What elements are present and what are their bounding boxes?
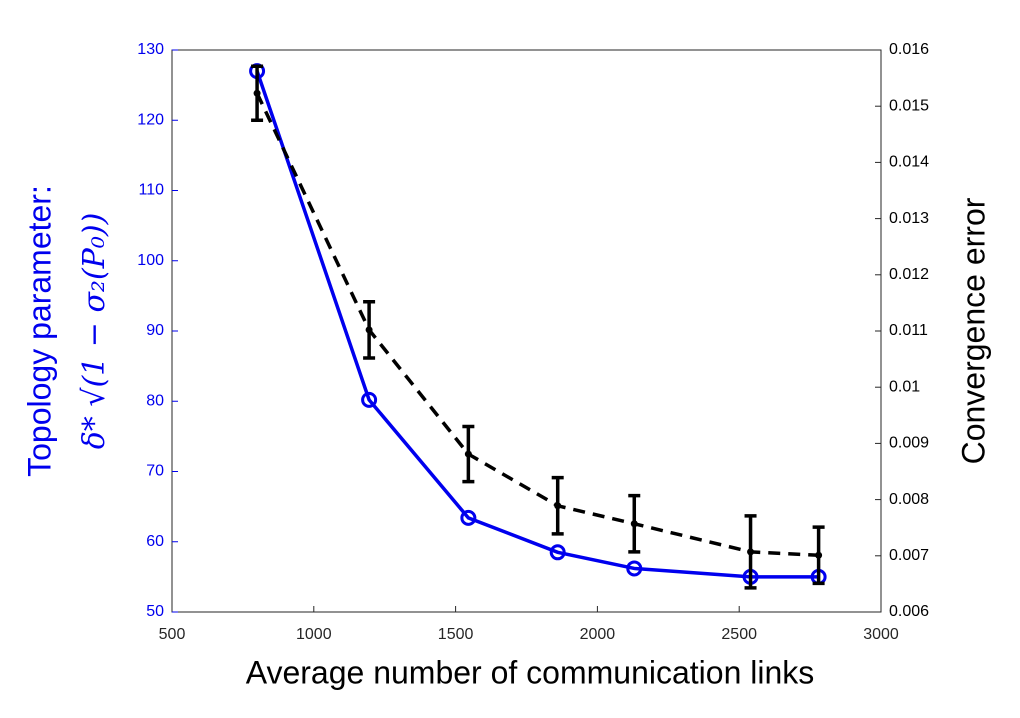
y-tick-label: 110 — [138, 182, 164, 199]
x-tick-label: 3000 — [863, 626, 899, 643]
y2-tick-label: 0.008 — [889, 491, 929, 508]
y2-tick-label: 0.015 — [889, 97, 929, 114]
y2-tick-label: 0.009 — [889, 435, 929, 452]
y-axis-formula: δ* √(1 − σ₂(P₀)) — [77, 213, 112, 450]
y2-tick-label: 0.006 — [889, 603, 929, 620]
y-tick-label: 70 — [146, 463, 164, 480]
point — [365, 326, 373, 334]
y2-tick-label: 0.011 — [889, 322, 928, 339]
point — [626, 560, 643, 577]
point — [253, 89, 261, 97]
x-tick-label: 1500 — [438, 626, 474, 643]
y-tick-label: 130 — [137, 41, 164, 58]
y-tick-label: 100 — [137, 252, 164, 269]
y-tick-label: 120 — [137, 111, 164, 128]
x-tick-label: 2500 — [721, 626, 757, 643]
point — [747, 548, 755, 556]
y-tick-label: 50 — [146, 603, 164, 620]
y2-tick-label: 0.016 — [889, 41, 929, 58]
x-tick-label: 500 — [159, 626, 186, 643]
point — [815, 551, 823, 559]
point — [554, 502, 562, 510]
x-tick-label: 1000 — [296, 626, 332, 643]
y2-axis-label: Convergence error — [955, 197, 991, 464]
y-tick-label: 80 — [146, 392, 164, 409]
point — [630, 520, 638, 528]
series-line — [255, 70, 819, 579]
point — [549, 544, 566, 561]
y-axis-label: Topology parameter: — [21, 185, 57, 477]
y2-tick-label: 0.007 — [889, 547, 929, 564]
y2-tick-label: 0.014 — [889, 154, 929, 171]
point — [460, 509, 477, 526]
series-line — [255, 92, 819, 557]
y2-tick-label: 0.013 — [889, 210, 929, 227]
x-tick-label: 2000 — [580, 626, 616, 643]
y-tick-label: 90 — [146, 322, 164, 339]
y-tick-label: 60 — [146, 533, 164, 550]
point — [361, 391, 378, 408]
y2-tick-label: 0.012 — [889, 266, 929, 283]
x-axis-label: Average number of communication links — [246, 654, 815, 690]
point — [464, 450, 472, 458]
y2-tick-label: 0.01 — [889, 378, 920, 395]
